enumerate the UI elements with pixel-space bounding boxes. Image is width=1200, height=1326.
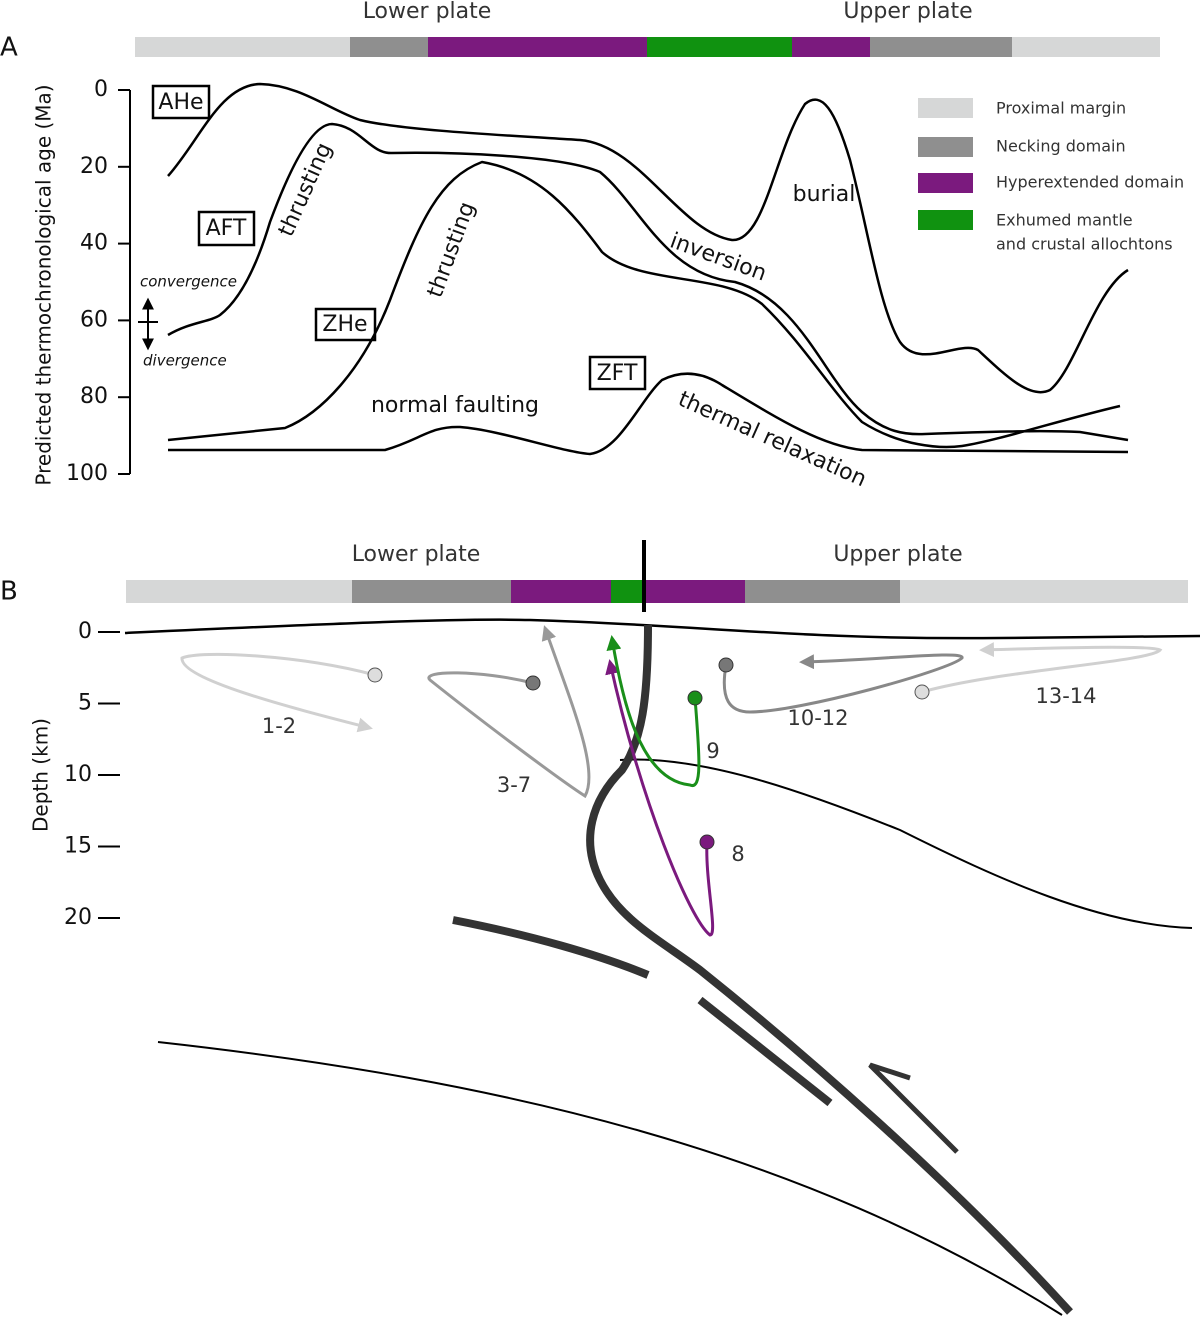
y-tick-label: 5	[78, 691, 92, 716]
start-point	[367, 667, 383, 683]
plate-label: Upper plate	[833, 542, 962, 567]
zhe-curve	[167, 160, 1121, 449]
y-tick-label: 0	[78, 619, 92, 644]
path-label: 9	[706, 739, 719, 763]
curve-label: ZFT	[597, 361, 638, 386]
legend-label: Proximal margin	[996, 99, 1126, 118]
domain-segment	[900, 580, 1188, 603]
y-tick-label: 80	[80, 384, 108, 409]
y-tick-label: 100	[66, 461, 108, 486]
pt-path	[606, 635, 701, 787]
y-ticks: 0 20 40 60 80 100	[66, 77, 130, 486]
path-label: 1-2	[262, 714, 296, 738]
domain-bar	[135, 37, 1160, 57]
fault-segment	[697, 996, 833, 1107]
y-axis-label: Depth (km)	[29, 718, 53, 832]
plate-label: Lower plate	[363, 0, 492, 24]
start-point	[699, 834, 715, 850]
y-ticks: 0 5 10 15 20	[64, 619, 120, 930]
ahe-curve	[167, 82, 1129, 394]
domain-segment	[135, 37, 350, 57]
panel-label: B	[0, 577, 18, 607]
domain-segment	[352, 580, 511, 603]
annotation: thermal relaxation	[674, 387, 870, 492]
surface	[124, 618, 1200, 640]
pt-path	[605, 659, 715, 937]
annotation: normal faulting	[371, 393, 539, 418]
annotation: thrusting	[423, 199, 481, 301]
aft-curve	[167, 122, 1129, 442]
curve-label: AFT	[206, 216, 247, 241]
curve-label: ZHe	[322, 312, 367, 337]
zft-curve	[168, 372, 1129, 456]
legend-swatch	[918, 173, 973, 193]
y-axis-label: Predicted thermochronological age (Ma)	[32, 84, 56, 485]
plate-label: Lower plate	[352, 542, 481, 567]
legend-label: Exhumed mantle	[996, 211, 1133, 230]
y-tick-label: 40	[80, 231, 108, 256]
pt-path	[180, 652, 376, 733]
pt-path	[921, 642, 1163, 694]
domain-segment	[611, 580, 645, 603]
domain-segment	[870, 37, 1012, 57]
legend-label: Hyperextended domain	[996, 173, 1184, 192]
y-tick-label: 15	[64, 834, 92, 859]
domain-segment	[792, 37, 870, 57]
domain-bar	[126, 580, 1188, 603]
start-point	[914, 684, 930, 700]
domain-segment	[428, 37, 647, 57]
path-label: 8	[731, 842, 744, 866]
legend-label: Necking domain	[996, 137, 1126, 156]
label-box	[314, 307, 377, 342]
fault-segment	[452, 916, 650, 979]
motion-label: divergence	[143, 352, 227, 370]
start-point	[718, 657, 734, 673]
y-tick-label: 10	[64, 762, 92, 787]
label-box	[197, 210, 256, 247]
legend-swatch	[918, 137, 973, 157]
start-point	[687, 690, 703, 706]
motion-label: convergence	[140, 273, 237, 291]
pt-paths	[180, 625, 1163, 937]
path-label: 3-7	[497, 773, 531, 797]
pt-path	[427, 625, 591, 799]
domain-segment	[350, 37, 428, 57]
domain-segment	[745, 580, 900, 603]
y-tick-label: 0	[94, 77, 108, 102]
legend-label: and crustal allochtons	[996, 235, 1173, 254]
curve-label: AHe	[158, 90, 203, 115]
domain-segment	[647, 37, 792, 57]
start-point	[525, 675, 541, 691]
legend-swatch	[918, 98, 973, 118]
boundary-line	[619, 758, 1193, 929]
domain-segment	[511, 580, 611, 603]
path-label: 13-14	[1035, 684, 1096, 708]
label-box	[151, 84, 211, 120]
annotation: burial	[793, 182, 856, 207]
y-tick-label: 20	[64, 905, 92, 930]
pt-path	[722, 653, 964, 714]
slip-arrow	[868, 1062, 959, 1154]
plate-label: Upper plate	[843, 0, 972, 24]
panel-label: A	[0, 33, 18, 63]
legend-swatch	[918, 210, 973, 230]
domain-segment	[1012, 37, 1160, 57]
label-box	[588, 355, 647, 391]
boundary-line	[157, 1041, 1063, 1316]
domain-segment	[645, 580, 745, 603]
curve-labels: AHe AFT ZHe ZFT	[151, 84, 647, 391]
domain-segment	[126, 580, 352, 603]
y-tick-label: 60	[80, 307, 108, 332]
y-tick-label: 20	[80, 154, 108, 179]
path-label: 10-12	[787, 706, 848, 730]
legend: Proximal margin Necking domain Hyperexte…	[918, 98, 1184, 254]
